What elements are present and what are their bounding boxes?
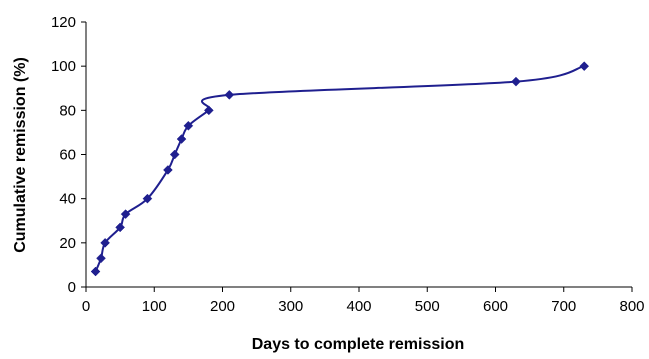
- x-tick-label: 500: [415, 298, 440, 315]
- data-point-marker: [100, 237, 110, 248]
- x-tick-label: 100: [142, 298, 167, 315]
- tick-labels: 0 20 40 60 80 100 120 0 100 200 300 400 500 600 700 800: [51, 14, 645, 315]
- y-tick-label: 60: [59, 147, 76, 164]
- data-point-marker: [183, 120, 194, 131]
- data-point-marker: [176, 134, 187, 144]
- data-point-marker: [96, 253, 106, 264]
- x-tick-label: 200: [210, 298, 235, 315]
- data-point-marker: [224, 90, 235, 100]
- data-point-marker: [163, 165, 173, 175]
- x-tick-label: 800: [619, 298, 644, 315]
- axes: [81, 21, 633, 292]
- x-tick-label: 300: [278, 298, 303, 315]
- data-point-marker: [115, 222, 125, 233]
- x-tick-label: 600: [483, 298, 508, 315]
- y-tick-label: 100: [51, 58, 76, 75]
- data-point-marker: [203, 105, 214, 116]
- y-tick-label: 20: [59, 235, 76, 252]
- x-tick-label: 400: [346, 298, 371, 315]
- data-point-marker: [169, 149, 180, 160]
- y-axis-title: Cumulative remission (%): [12, 57, 29, 253]
- data-point-marker: [511, 76, 521, 87]
- series: [90, 61, 590, 277]
- data-point-marker: [142, 193, 153, 204]
- data-point-marker: [120, 209, 131, 219]
- x-tick-label: 0: [82, 298, 90, 315]
- y-tick-label: 80: [59, 102, 76, 119]
- x-tick-label: 700: [551, 298, 576, 315]
- data-point-marker: [90, 266, 101, 277]
- y-tick-label: 40: [59, 191, 76, 208]
- x-axis-title: Days to complete remission: [252, 336, 465, 353]
- y-tick-label: 120: [51, 14, 76, 31]
- data-point-marker: [579, 61, 590, 72]
- y-tick-label: 0: [68, 279, 76, 296]
